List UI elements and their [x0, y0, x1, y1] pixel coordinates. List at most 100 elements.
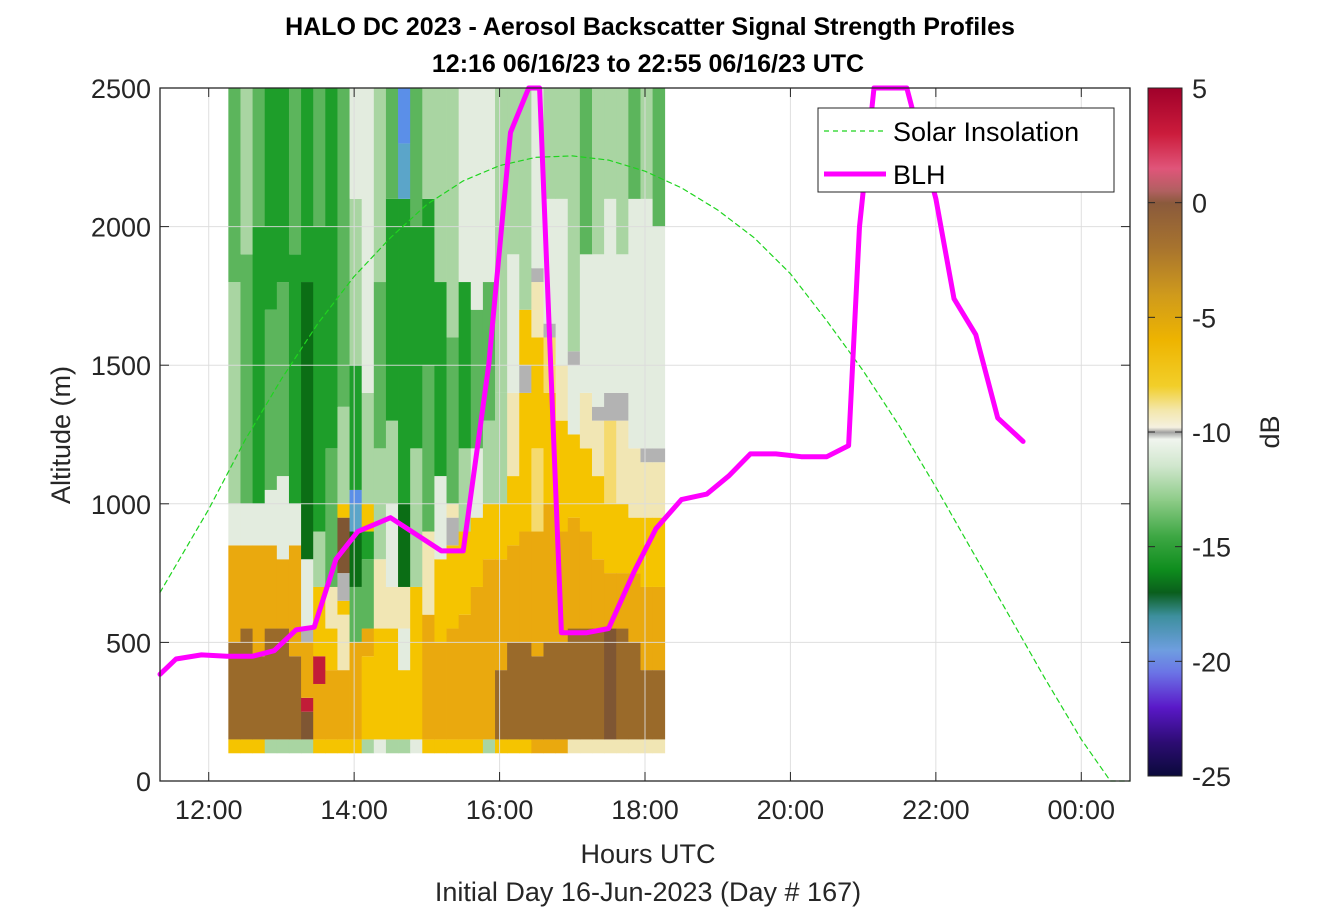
heatmap-cell: [385, 88, 399, 199]
heatmap-cell: [422, 614, 435, 740]
heatmap-cell: [446, 628, 460, 740]
heatmap-cell: [470, 517, 484, 587]
heatmap-cell: [325, 739, 338, 754]
heatmap-cell: [579, 531, 593, 629]
heatmap-cell: [349, 642, 363, 740]
heatmap-cell: [579, 88, 593, 255]
heatmap-cell: [361, 656, 375, 740]
heatmap-cell: [519, 531, 532, 643]
colorbar-tick-label: 0: [1192, 189, 1207, 219]
heatmap-cell: [579, 448, 593, 532]
x-axis-ticks: 12:00 14:00 16:00 18:00 20:00 22:00 00:00: [175, 88, 1115, 825]
heatmap-cell: [543, 642, 557, 740]
heatmap-cell: [567, 88, 581, 352]
heatmap-cell: [507, 254, 520, 393]
heatmap-cell: [252, 739, 266, 754]
heatmap-cell: [337, 406, 350, 504]
heatmap-cell: [264, 489, 278, 546]
x-tick-label: 22:00: [902, 795, 970, 825]
heatmap-cell: [264, 309, 278, 490]
heatmap-cell: [531, 337, 544, 449]
heatmap-cell: [228, 545, 241, 643]
heatmap-cell: [567, 365, 581, 435]
heatmap-cell: [604, 503, 617, 574]
heatmap-cell: [616, 254, 629, 393]
heatmap-cell: [288, 656, 302, 740]
heatmap-cell: [313, 739, 326, 754]
colorbar-label: dB: [1255, 415, 1285, 448]
x-axis-sublabel: Initial Day 16-Jun-2023 (Day # 167): [435, 877, 861, 907]
colorbar-segment: [1148, 741, 1182, 777]
colorbar-segment: [1148, 500, 1182, 536]
heatmap-cell: [507, 392, 520, 477]
colorbar-segment: [1148, 133, 1182, 169]
heatmap-cell: [652, 88, 666, 227]
colorbar: 5 0 -5 -10 -15 -20 -25 dB: [1147, 74, 1285, 792]
heatmap-cell: [458, 614, 472, 740]
heatmap-cell: [349, 586, 363, 643]
heatmap-cell: [640, 517, 653, 587]
colorbar-segment: [1148, 649, 1182, 674]
heatmap-cell: [264, 739, 278, 754]
heatmap-cell: [507, 476, 520, 546]
heatmap-cell: [616, 739, 629, 754]
colorbar-segment: [1148, 466, 1182, 502]
heatmap-cell: [567, 628, 581, 740]
x-tick-label: 18:00: [611, 795, 679, 825]
heatmap-cell: [325, 448, 338, 587]
heatmap-cell: [507, 642, 520, 740]
heatmap-cell: [385, 503, 399, 587]
heatmap-cell: [252, 503, 266, 546]
colorbar-tick-label: -10: [1192, 418, 1231, 448]
heatmap-cell: [446, 739, 460, 754]
heatmap-cell: [543, 88, 557, 199]
heatmap-cell: [240, 545, 253, 629]
heatmap-cell: [288, 503, 302, 546]
heatmap-cell: [591, 739, 605, 754]
heatmap-cell: [264, 628, 278, 740]
y-tick-label: 1000: [91, 490, 151, 520]
heatmap-cell: [325, 88, 338, 449]
heatmap-cell: [398, 143, 411, 199]
heatmap-cell: [495, 739, 508, 754]
heatmap-cell: [555, 365, 569, 421]
heatmap-cell: [398, 88, 411, 144]
heatmap-cell: [373, 559, 387, 629]
colorbar-tick-label: -25: [1192, 762, 1231, 792]
heatmap-cell: [422, 739, 435, 754]
heatmap-cell: [628, 198, 641, 449]
heatmap-cell: [628, 739, 641, 754]
colorbar-segment: [1148, 707, 1182, 743]
heatmap-cell: [264, 545, 278, 629]
heatmap-cell: [652, 586, 666, 671]
heatmap-cell: [349, 531, 363, 587]
colorbar-segment: [1148, 569, 1182, 594]
heatmap-cell: [288, 254, 302, 504]
colorbar-segment: [1148, 248, 1182, 295]
heatmap-cell: [628, 573, 641, 643]
heatmap-cell: [531, 268, 544, 283]
heatmap-cell: [361, 559, 375, 629]
heatmap-cell: [495, 559, 508, 671]
heatmap-cell: [361, 88, 375, 393]
x-tick-label: 00:00: [1047, 795, 1115, 825]
y-tick-label: 1500: [91, 351, 151, 381]
heatmap-cell: [495, 670, 508, 740]
heatmap-cell: [604, 392, 617, 421]
heatmap-cell: [519, 642, 532, 740]
heatmap-cell: [531, 282, 544, 338]
heatmap-cell: [337, 670, 350, 740]
colorbar-ticks: 5 0 -5 -10 -15 -20 -25: [1148, 74, 1231, 792]
heatmap-cell: [640, 198, 653, 449]
heatmap-cell: [276, 476, 290, 560]
heatmap-cell: [385, 739, 399, 754]
heatmap-cell: [301, 628, 314, 643]
heatmap-cell: [373, 88, 387, 283]
colorbar-gradient: [1148, 88, 1182, 777]
heatmap-cell: [446, 88, 460, 338]
heatmap-cell: [252, 545, 266, 657]
heatmap-cell: [555, 642, 569, 740]
heatmap-cell: [591, 420, 605, 477]
heatmap-cell: [543, 503, 557, 643]
